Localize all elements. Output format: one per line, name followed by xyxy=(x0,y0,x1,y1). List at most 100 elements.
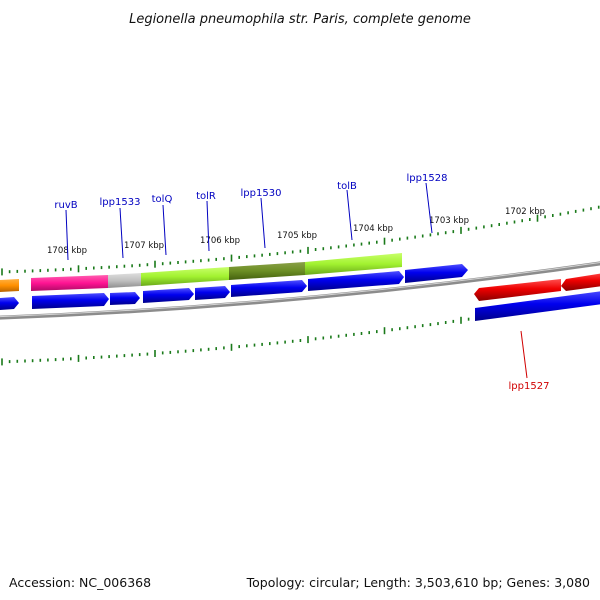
gene-label-lpp1528[interactable]: lpp1528 xyxy=(407,173,448,184)
outer-scale-minor-tick xyxy=(513,220,516,224)
outer-scale-minor-tick xyxy=(177,261,179,264)
forward-cds-track xyxy=(0,264,468,310)
genome-backbone xyxy=(0,261,600,320)
outer-scale-minor-tick xyxy=(574,209,577,213)
inner-scale-minor-tick xyxy=(261,342,263,346)
outer-scale-minor-tick xyxy=(444,231,447,235)
scale-label-1707: 1707 kbp xyxy=(124,241,164,251)
outer-scale-minor-tick xyxy=(552,214,554,217)
outer-scale-major-tick xyxy=(154,260,156,268)
outer-scale-minor-tick xyxy=(246,255,248,259)
outer-scale-minor-tick xyxy=(322,247,325,251)
inner-scale-minor-tick xyxy=(215,347,217,351)
outer-scale-minor-tick xyxy=(582,208,585,212)
outer-scale-minor-tick xyxy=(399,237,401,241)
outer-scale-minor-tick xyxy=(123,264,126,268)
gene-label-ruvB[interactable]: ruvB xyxy=(54,200,77,211)
outer-scale-ticks xyxy=(1,205,600,276)
inner-scale-minor-tick xyxy=(131,353,133,357)
outer-scale-minor-tick xyxy=(31,269,34,273)
reverse-cds-track xyxy=(474,273,600,321)
leader-lpp1530 xyxy=(260,197,266,249)
cds-arrow-tolR xyxy=(195,286,230,300)
outer-scale-minor-tick xyxy=(269,252,271,256)
inner-scale-minor-tick xyxy=(414,325,416,329)
feature-pink xyxy=(31,275,108,291)
inner-scale-minor-tick xyxy=(54,358,57,362)
inner-scale-major-tick xyxy=(1,358,3,366)
inner-scale-minor-tick xyxy=(291,339,294,343)
outer-scale-minor-tick xyxy=(47,268,49,272)
outer-scale-minor-tick xyxy=(100,266,103,270)
cds-arrow-lpp1528 xyxy=(405,264,468,283)
inner-scale-minor-tick xyxy=(62,357,64,361)
inner-scale-minor-tick xyxy=(169,350,172,354)
gene-label-lpp1530[interactable]: lpp1530 xyxy=(241,188,282,199)
inner-scale-minor-tick xyxy=(299,339,302,342)
inner-scale-minor-tick xyxy=(322,336,325,340)
inner-scale-minor-tick xyxy=(345,333,347,337)
outer-scale-minor-tick xyxy=(414,235,416,239)
outer-scale-minor-tick xyxy=(421,234,424,238)
outer-scale-minor-tick xyxy=(85,266,87,270)
inner-scale-minor-tick xyxy=(399,327,401,331)
outer-scale-minor-tick xyxy=(169,261,172,265)
gene-label-lpp1527[interactable]: lpp1527 xyxy=(509,381,550,392)
outer-scale-minor-tick xyxy=(559,212,562,216)
inner-scale-minor-tick xyxy=(429,323,432,327)
inner-scale-minor-tick xyxy=(85,356,87,360)
outer-scale-minor-tick xyxy=(597,205,600,209)
gene-labels: ruvB lpp1533 tolQ tolR lpp1530 tolB lpp1… xyxy=(54,173,549,392)
inner-scale-minor-tick xyxy=(406,326,409,330)
inner-scale-major-tick xyxy=(77,354,80,362)
outer-scale-minor-tick xyxy=(391,238,393,242)
outer-scale-minor-tick xyxy=(345,244,347,248)
inner-scale-minor-tick xyxy=(177,350,179,354)
gene-label-tolR[interactable]: tolR xyxy=(196,191,216,202)
leader-lpp1528 xyxy=(425,182,433,234)
genome-backbone-highlight xyxy=(0,261,600,318)
outer-scale-minor-tick xyxy=(54,268,57,272)
outer-scale-minor-tick xyxy=(24,269,26,273)
inner-scale-minor-tick xyxy=(31,359,34,363)
outer-scale-major-tick xyxy=(307,246,309,254)
outer-scale-minor-tick xyxy=(475,226,478,230)
inner-scale-minor-tick xyxy=(421,324,424,328)
inner-scale-minor-tick xyxy=(437,322,439,326)
cds-arrow-tolQ xyxy=(143,288,194,303)
inner-scale-minor-tick xyxy=(238,345,240,349)
cds-arrow-reverse-2 xyxy=(561,273,600,291)
outer-scale-minor-tick xyxy=(452,230,455,234)
outer-scale-minor-tick xyxy=(483,225,485,229)
outer-scale-major-tick xyxy=(230,254,233,262)
feature-track xyxy=(0,253,402,292)
inner-scale-minor-tick xyxy=(360,332,363,335)
scale-label-1708: 1708 kbp xyxy=(47,246,87,256)
inner-scale-minor-tick xyxy=(353,332,355,336)
gene-label-lpp1533[interactable]: lpp1533 xyxy=(100,197,141,208)
outer-scale-minor-tick xyxy=(406,236,409,240)
outer-scale-minor-tick xyxy=(284,251,286,255)
cds-arrow-lpp1530 xyxy=(231,280,307,297)
cds-arrow-ruvB xyxy=(32,293,109,309)
inner-scale-minor-tick xyxy=(123,354,126,358)
scale-label-1703: 1703 kbp xyxy=(429,216,469,226)
feature-orange xyxy=(0,279,19,292)
inner-scale-minor-tick xyxy=(24,359,26,363)
inner-scale-minor-tick xyxy=(452,319,455,323)
leader-tolQ xyxy=(162,204,167,256)
gene-label-tolQ[interactable]: tolQ xyxy=(152,194,173,205)
inner-scale-minor-tick xyxy=(100,355,103,359)
inner-scale-minor-tick xyxy=(184,349,187,353)
outer-scale-minor-tick xyxy=(498,223,500,226)
outer-scale-minor-tick xyxy=(192,259,195,263)
gene-label-tolB[interactable]: tolB xyxy=(337,181,357,192)
inner-scale-minor-tick xyxy=(223,346,225,350)
outer-scale-minor-tick xyxy=(490,224,493,228)
map-title: Legionella pneumophila str. Paris, compl… xyxy=(129,12,471,27)
inner-scale-minor-tick xyxy=(368,331,370,335)
leader-ruvB xyxy=(65,209,69,261)
leader-tolB xyxy=(346,189,353,241)
outer-scale-minor-tick xyxy=(223,257,225,261)
